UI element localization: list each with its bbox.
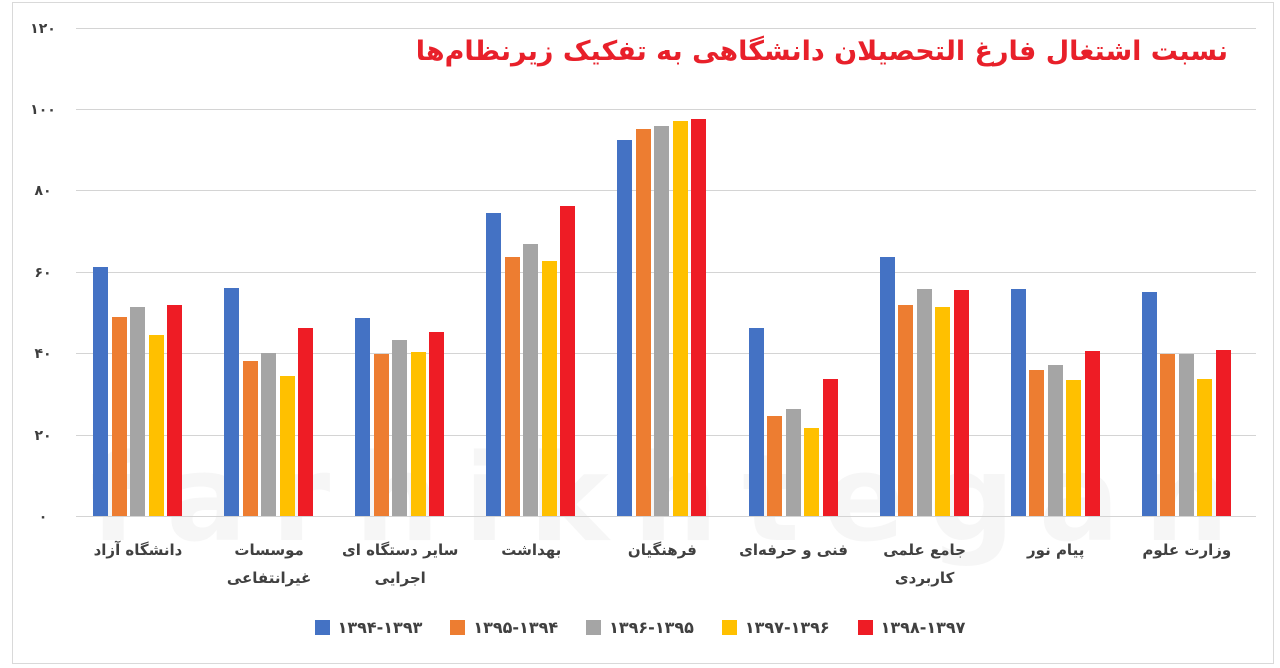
- bar: [486, 213, 502, 516]
- legend-label: ۱۳۹۸-۱۳۹۷: [880, 618, 966, 637]
- bar: [785, 408, 801, 516]
- legend-item: ۱۳۹۵-۱۳۹۴: [450, 618, 558, 637]
- bar: [560, 205, 576, 516]
- legend-swatch-icon: [857, 620, 873, 635]
- bar: [373, 354, 389, 516]
- chart-title: نسبت اشتغال فارغ التحصیلان دانشگاهی به ت…: [415, 36, 1229, 67]
- category-label: دانشگاه آزاد: [73, 536, 203, 564]
- bar: [635, 128, 651, 516]
- bar: [935, 306, 951, 516]
- legend-swatch-icon: [721, 620, 737, 635]
- bar: [617, 139, 633, 516]
- bar: [767, 415, 782, 516]
- legend-swatch-icon: [586, 620, 602, 635]
- legend-item: ۱۳۹۴-۱۳۹۳: [314, 618, 423, 637]
- category-label-line: غیرانتفاعی: [226, 569, 312, 587]
- bar: [523, 244, 539, 516]
- bar: [298, 327, 314, 516]
- category-label: پیام نور: [991, 536, 1121, 564]
- category-label-line: موسسات: [234, 541, 304, 559]
- legend-label: ۱۳۹۴-۱۳۹۳: [337, 618, 423, 637]
- bar: [1010, 288, 1026, 516]
- bar: [541, 260, 557, 516]
- bar: [167, 305, 182, 516]
- bar: [953, 290, 969, 516]
- category-label-line: دانشگاه آزاد: [93, 541, 183, 559]
- bar: [1215, 349, 1231, 516]
- category-label-line: بهداشت: [501, 541, 562, 559]
- bar: [504, 257, 520, 516]
- bar: [148, 334, 164, 516]
- y-tick-label: ۴۰: [34, 346, 52, 363]
- bar: [224, 288, 240, 516]
- bar: [355, 318, 371, 516]
- category-label: جامع علمی کاربردی: [860, 536, 990, 592]
- y-tick-label: ۶۰: [34, 264, 52, 281]
- category-label-line: اجرایی: [374, 569, 426, 587]
- bar: [748, 327, 764, 516]
- legend-label: ۱۳۹۷-۱۳۹۶: [744, 618, 830, 637]
- category-label-line: کاربردی: [894, 569, 955, 587]
- y-tick-label: ۲۰: [34, 427, 52, 444]
- y-tick-label: ۸۰: [34, 183, 52, 200]
- legend-label: ۱۳۹۵-۱۳۹۴: [473, 618, 559, 637]
- category-label-line: جامع علمی: [883, 541, 966, 559]
- legend-item: ۱۳۹۶-۱۳۹۵: [586, 618, 694, 637]
- gridline: [76, 516, 1256, 517]
- category-label-line: فنی و حرفه‌ای: [739, 541, 848, 559]
- bar: [261, 353, 277, 516]
- legend-swatch-icon: [450, 620, 466, 635]
- bar: [654, 126, 670, 516]
- bar: [279, 375, 295, 516]
- category-label: سایر دستگاه ای اجرایی: [335, 536, 465, 592]
- category-label: بهداشت: [466, 536, 596, 564]
- y-tick-label: ۰: [38, 509, 48, 525]
- legend-swatch-icon: [314, 620, 330, 635]
- legend-label: ۱۳۹۶-۱۳۹۵: [609, 618, 694, 637]
- bar: [804, 428, 819, 516]
- bar: [916, 288, 932, 516]
- category-label: فنی و حرفه‌ای: [729, 536, 859, 564]
- legend-item: ۱۳۹۷-۱۳۹۶: [721, 618, 830, 637]
- category-label-line: پیام نور: [1027, 541, 1085, 559]
- category-label: وزارت علوم: [1122, 536, 1252, 564]
- legend-item: ۱۳۹۸-۱۳۹۷: [857, 618, 966, 637]
- bar: [1047, 365, 1063, 516]
- category-label-line: فرهنگیان: [627, 541, 697, 559]
- bar: [1029, 369, 1045, 516]
- gridline: [76, 27, 1256, 29]
- y-tick-label: ۱۲۰: [30, 20, 56, 37]
- category-label-line: سایر دستگاه ای: [341, 541, 459, 559]
- bar: [429, 332, 445, 516]
- bar: [130, 306, 145, 516]
- category-label: فرهنگیان: [597, 536, 727, 564]
- bar: [93, 266, 108, 516]
- bar: [1141, 292, 1157, 516]
- bar: [1160, 354, 1176, 516]
- legend: ۱۳۹۴-۱۳۹۳ ۱۳۹۵-۱۳۹۴ ۱۳۹۶-۱۳۹۵ ۱۳۹۷-۱۳۹۶ ۱۳۹۸…: [0, 618, 1280, 637]
- bar: [898, 305, 914, 516]
- bar: [822, 378, 838, 516]
- bar: [392, 340, 408, 516]
- bar: [242, 360, 258, 516]
- gridline: [76, 109, 1256, 110]
- y-tick-label: ۱۰۰: [30, 102, 56, 118]
- bar: [672, 120, 688, 516]
- bar: [1066, 380, 1082, 516]
- bar: [410, 351, 426, 516]
- bar: [691, 119, 707, 516]
- bar: [879, 257, 895, 516]
- bar: [111, 316, 127, 516]
- bar: [1197, 378, 1213, 516]
- category-label: موسسات غیرانتفاعی: [204, 536, 334, 592]
- bar: [1084, 351, 1100, 516]
- category-label-line: وزارت علوم: [1142, 541, 1232, 559]
- bar: [1178, 354, 1194, 516]
